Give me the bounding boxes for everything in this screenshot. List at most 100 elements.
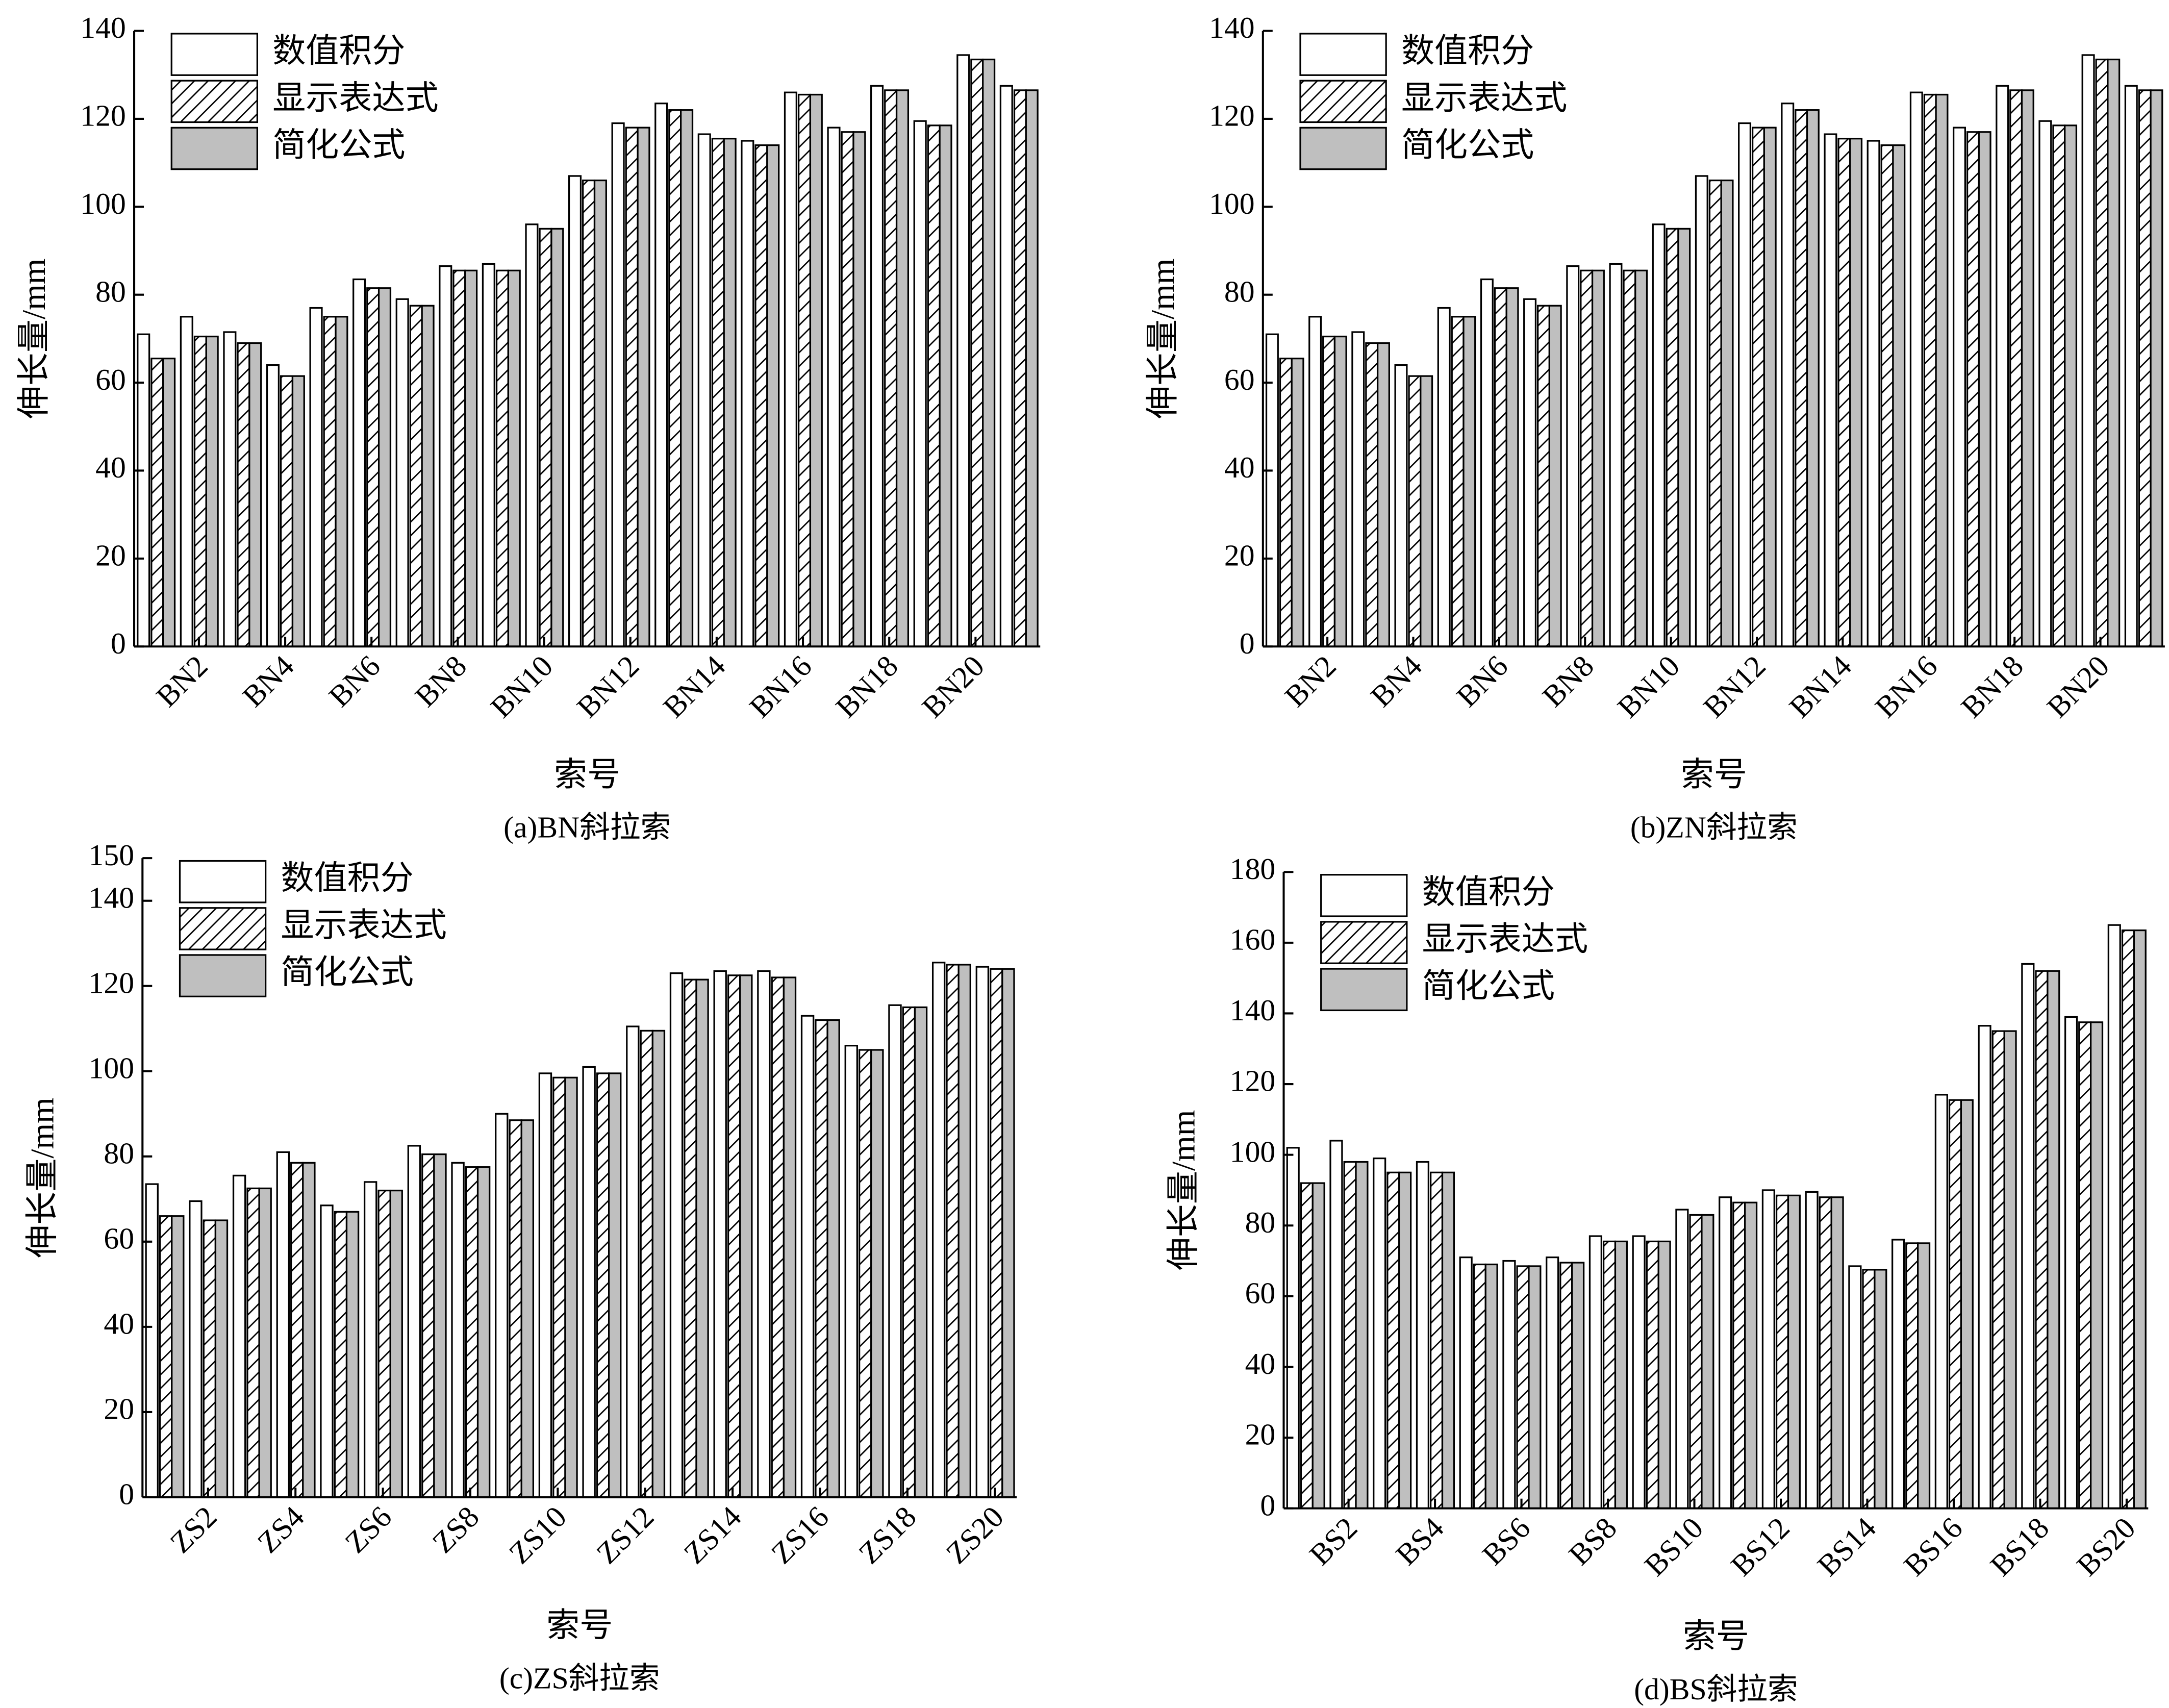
y-tick-label: 0 [119, 1477, 134, 1511]
bar [276, 1151, 290, 1498]
bar [1365, 342, 1379, 647]
bar [302, 1162, 316, 1498]
caption: (c)ZS斜拉索 [499, 1661, 660, 1695]
bar [1849, 138, 1863, 647]
bar [1408, 375, 1422, 647]
bar [409, 305, 423, 647]
bar [1462, 316, 1476, 647]
bar [377, 287, 392, 647]
bar [1761, 1189, 1775, 1510]
bar [258, 1187, 272, 1498]
x-tick-label: BN12 [570, 649, 645, 724]
bar [640, 1029, 653, 1498]
bar [1537, 305, 1551, 647]
bar [421, 305, 435, 647]
bar [1351, 331, 1365, 647]
bar [363, 1181, 377, 1498]
bar [1787, 1194, 1801, 1510]
bar [214, 1219, 229, 1498]
bar [957, 964, 971, 1498]
x-tick-label: BN16 [1869, 649, 1944, 724]
x-tick-label: BN20 [916, 649, 991, 724]
bar [1312, 1182, 1325, 1510]
legend-swatch [170, 80, 259, 123]
bar [1891, 1239, 1905, 1510]
bar [1867, 140, 1880, 647]
bar [741, 140, 754, 647]
bar [2078, 1021, 2092, 1510]
legend-swatch [179, 954, 267, 997]
bar [1265, 333, 1279, 647]
x-tick-label: BN2 [149, 649, 214, 713]
legend-swatch [1320, 921, 1408, 964]
bar [1892, 144, 1906, 647]
bar [593, 179, 607, 647]
y-tick-label: 120 [1209, 99, 1254, 133]
bar [797, 93, 812, 647]
bar [1322, 335, 1336, 647]
bar [852, 131, 866, 647]
bar [335, 316, 348, 647]
bar [509, 1119, 522, 1498]
bar [407, 1145, 421, 1498]
legend-swatch [1299, 80, 1387, 123]
y-tick-label: 20 [1224, 539, 1255, 572]
bar [1824, 133, 1837, 647]
bar [266, 364, 280, 647]
x-tick-label: BS8 [1562, 1511, 1623, 1571]
bar [1473, 1263, 1486, 1510]
bar [939, 124, 952, 647]
bar [1923, 93, 1937, 647]
bar [2003, 1030, 2017, 1510]
bar [884, 89, 898, 647]
bar [1719, 1196, 1732, 1510]
bar [637, 127, 650, 647]
bar [1708, 179, 1722, 647]
bar [1566, 265, 1580, 647]
y-tick-label: 120 [80, 99, 125, 133]
bar [495, 269, 509, 647]
legend-swatch [170, 127, 259, 170]
bar [1837, 138, 1851, 647]
legend-label: 数值积分 [1422, 874, 1555, 911]
x-tick-label: BN10 [484, 649, 559, 724]
bar [1751, 127, 1765, 647]
bar [1291, 358, 1304, 647]
bar [1666, 228, 1679, 647]
x-tick-label: ZS2 [164, 1500, 223, 1560]
x-tick-label: BS14 [1811, 1511, 1882, 1582]
y-tick-label: 140 [1209, 11, 1254, 44]
bar [159, 1215, 173, 1498]
bar [1763, 127, 1777, 647]
x-tick-label: BS18 [1984, 1511, 2055, 1582]
bar [844, 1045, 858, 1498]
bar [1516, 1265, 1530, 1510]
bar [1978, 1025, 1991, 1510]
bar [237, 342, 250, 647]
bar [582, 179, 596, 647]
x-tick-label: BS10 [1638, 1511, 1709, 1582]
x-tick-label: BS2 [1303, 1511, 1364, 1571]
bar [1602, 1240, 1617, 1510]
bar [482, 263, 495, 647]
bar [654, 103, 668, 647]
bar [914, 1006, 928, 1498]
bar [608, 1072, 622, 1498]
bar [1874, 1269, 1887, 1510]
bar [1429, 1171, 1444, 1510]
y-axis-label: 伸长量/mm [1166, 1110, 1202, 1271]
x-tick-label: ZS16 [765, 1500, 835, 1570]
bar [433, 1153, 447, 1498]
bar [946, 964, 960, 1498]
legend-label: 简化公式 [1401, 127, 1534, 164]
bar [611, 122, 625, 647]
bar [203, 1219, 217, 1498]
bar [309, 307, 323, 647]
x-tick-label: BN20 [2040, 649, 2115, 724]
bar [1677, 228, 1691, 647]
bar [171, 1215, 185, 1498]
x-tick-label: ZS12 [590, 1500, 660, 1570]
x-tick-label: BN8 [1536, 649, 1600, 713]
x-tick-label: BS16 [1897, 1511, 1969, 1582]
bar [1848, 1265, 1862, 1510]
